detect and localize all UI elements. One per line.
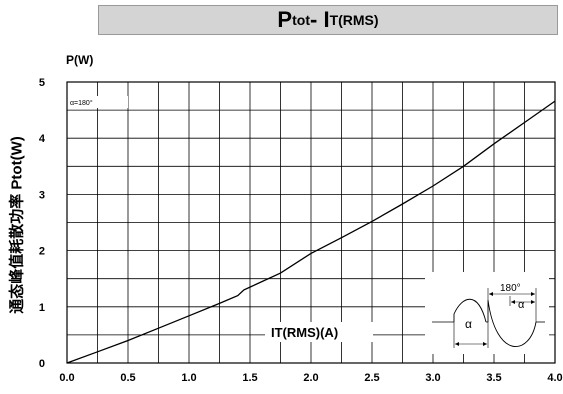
y-tick-label: 3 [39,189,45,201]
inset-positive-halfwave [453,298,487,323]
inset-arrowhead [511,300,515,304]
x-tick-label: 0.5 [120,372,135,384]
y-tick-label: 4 [39,133,46,145]
y-tick-label: 2 [39,246,45,258]
x-tick-label: 3.5 [486,372,501,384]
inset-label-alpha-bottom: α [465,317,472,331]
inset-negative-halfwave [487,299,537,347]
x-tick-label: 1.0 [181,372,196,384]
inset-background [425,272,549,354]
inset-arrowhead [531,300,535,304]
y-tick-label: 1 [39,302,45,314]
inset-arrowhead [455,342,459,346]
inset-arrowhead [483,342,487,346]
x-axis-label-box [265,322,373,342]
x-tick-label: 4.0 [547,372,562,384]
inset-label-180: 180° [500,283,521,294]
x-axis-label: IT(RMS)(A) [271,325,338,340]
waveform-inset: 180° α α [425,272,549,354]
title-i-sub: T(RMS) [329,12,379,28]
title-i: - I [310,7,330,32]
x-tick-label: 1.5 [242,372,257,384]
grid [66,81,556,364]
inset-arrowhead [531,292,535,296]
inset-arrowhead [489,292,493,296]
y-axis-label: P(W) [66,53,93,67]
inset-label-alpha-top: α [518,299,525,311]
annotation-box [68,96,128,108]
tick-labels: 0.0 0.5 1.0 1.5 2.0 2.5 3.0 3.5 4.0 0 1 2 3 4 5 [39,77,563,384]
y-tick-label: 0 [39,358,45,370]
series-line [66,100,556,364]
title-p: P [277,7,293,32]
x-tick-label: 0.0 [59,372,74,384]
alpha-annotation: α=180° [70,99,93,107]
y-tick-label: 5 [39,77,45,89]
x-tick-label: 2.5 [364,372,379,384]
title-p-sub: tot [292,12,310,28]
x-tick-label: 3.0 [425,372,440,384]
x-tick-label: 2.0 [303,372,318,384]
